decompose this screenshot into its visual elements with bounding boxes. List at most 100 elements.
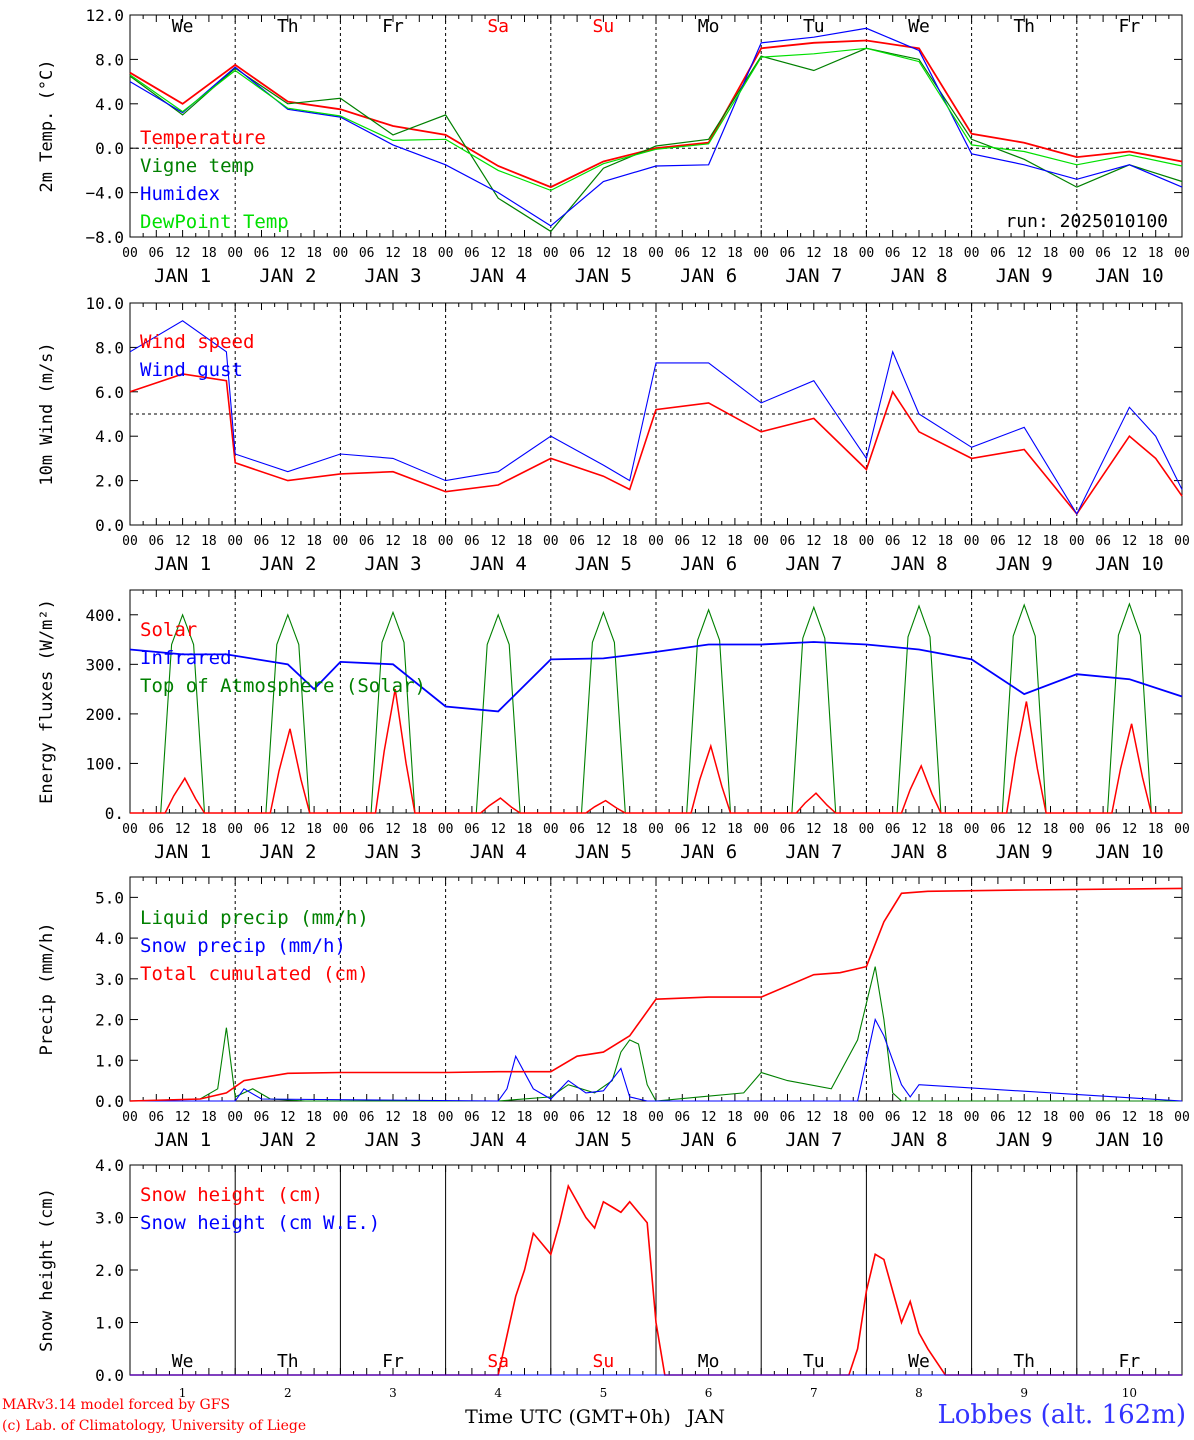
date-label: JAN 7 [785, 265, 842, 287]
date-label: JAN 9 [996, 1129, 1053, 1151]
date-label: JAN 4 [470, 1129, 527, 1151]
day-number: 8 [915, 1386, 923, 1400]
hour-tick-label: 06 [674, 534, 690, 549]
y-tick-label: 100. [85, 754, 124, 773]
date-label: JAN 5 [575, 1129, 632, 1151]
hour-tick-label: 12 [596, 822, 612, 837]
hour-tick-label: 18 [1043, 246, 1059, 261]
hour-tick-label: 18 [727, 1110, 743, 1125]
weekday-label: Su [593, 16, 615, 37]
hour-tick-label: 12 [806, 822, 822, 837]
weekday-label: Fr [1119, 16, 1141, 37]
hour-tick-label: 06 [148, 1110, 164, 1125]
hour-tick-label: 00 [227, 1110, 243, 1125]
hour-tick-label: 18 [832, 1110, 848, 1125]
hour-tick-label: 00 [1174, 822, 1190, 837]
hour-tick-label: 06 [674, 1110, 690, 1125]
hour-tick-label: 18 [727, 822, 743, 837]
hour-tick-label: 12 [280, 822, 296, 837]
hour-tick-label: 00 [122, 1110, 138, 1125]
date-label: JAN 3 [364, 841, 421, 863]
date-label: JAN 1 [154, 265, 211, 287]
toa-solar-curve [1076, 602, 1182, 814]
credit-line-2: (c) Lab. of Climatology, University of L… [2, 1418, 307, 1434]
solar-curve [761, 792, 867, 814]
solar-curve [340, 688, 446, 814]
hour-tick-label: 12 [1122, 246, 1138, 261]
legend-entry: Total cumulated (cm) [140, 963, 369, 985]
day-number: 3 [389, 1386, 397, 1400]
y-tick-label: 4.0 [95, 1156, 124, 1175]
infrared-line [129, 641, 1183, 713]
series-line-green [129, 47, 1183, 233]
day-number: 2 [284, 1386, 292, 1400]
y-axis-label: Energy fluxes (W/m²) [37, 599, 57, 804]
y-tick-label: 0. [105, 804, 124, 823]
hour-tick-label: 12 [701, 246, 717, 261]
hour-tick-label: 00 [438, 1110, 454, 1125]
date-label: JAN 8 [890, 841, 947, 863]
hour-tick-label: 00 [1069, 1110, 1085, 1125]
hour-tick-label: 12 [806, 534, 822, 549]
hour-tick-label: 18 [1043, 1110, 1059, 1125]
y-axis-label: Precip (mm/h) [37, 922, 57, 1055]
toa-solar-curve [550, 610, 656, 814]
hour-tick-label: 00 [438, 534, 454, 549]
legend-entry: Top of Atmosphere (Solar) [140, 675, 426, 697]
series-line-red [129, 39, 1183, 189]
weekday-label: Su [593, 1351, 615, 1372]
hour-tick-label: 06 [464, 822, 480, 837]
date-label: JAN 10 [1095, 841, 1164, 863]
date-label: JAN 9 [996, 553, 1053, 575]
y-tick-label: 0.0 [95, 1366, 124, 1385]
hour-tick-label: 00 [333, 534, 349, 549]
y-tick-label: 3.0 [95, 970, 124, 989]
hour-tick-label: 06 [990, 246, 1006, 261]
date-label: JAN 2 [259, 841, 316, 863]
hour-tick-label: 12 [490, 246, 506, 261]
hour-tick-label: 18 [622, 246, 638, 261]
hour-tick-label: 12 [596, 246, 612, 261]
y-tick-label: 1.0 [95, 1314, 124, 1333]
hour-tick-label: 00 [543, 1110, 559, 1125]
hour-tick-label: 18 [937, 246, 953, 261]
y-tick-label: 12.0 [85, 6, 124, 25]
legend-entry: Snow height (cm) [140, 1184, 323, 1206]
legend-entry: Liquid precip (mm/h) [140, 907, 369, 929]
y-axis-label: Snow height (cm) [37, 1188, 57, 1352]
station-label: Lobbes (alt. 162m) [937, 1400, 1186, 1430]
hour-tick-label: 00 [438, 246, 454, 261]
run-label: run: 2025010100 [1005, 211, 1168, 232]
date-label: JAN 4 [470, 265, 527, 287]
hour-tick-label: 18 [201, 822, 217, 837]
hour-tick-label: 18 [517, 1110, 533, 1125]
hour-tick-label: 18 [411, 534, 427, 549]
hour-tick-label: 18 [727, 246, 743, 261]
hour-tick-label: 18 [306, 246, 322, 261]
hour-tick-label: 06 [148, 534, 164, 549]
hour-tick-label: 00 [648, 822, 664, 837]
hour-tick-label: 00 [648, 534, 664, 549]
date-label: JAN 2 [259, 265, 316, 287]
toa-solar-curve [866, 604, 972, 814]
y-tick-label: 8.0 [95, 50, 124, 69]
hour-tick-label: 00 [333, 822, 349, 837]
hour-tick-label: 18 [937, 1110, 953, 1125]
hour-tick-label: 00 [964, 534, 980, 549]
toa-solar-curve [130, 613, 236, 814]
hour-tick-label: 06 [569, 534, 585, 549]
hour-tick-label: 06 [359, 822, 375, 837]
hour-tick-label: 18 [411, 822, 427, 837]
hour-tick-label: 06 [148, 246, 164, 261]
date-label: JAN 1 [154, 1129, 211, 1151]
weekday-label: Fr [1119, 1351, 1141, 1372]
hour-tick-label: 00 [648, 246, 664, 261]
date-label: JAN 7 [785, 553, 842, 575]
hour-tick-label: 06 [780, 822, 796, 837]
hour-tick-label: 06 [1095, 246, 1111, 261]
hour-tick-label: 06 [464, 534, 480, 549]
hour-tick-label: 18 [1148, 534, 1164, 549]
y-tick-label: 4.0 [95, 929, 124, 948]
hour-tick-label: 12 [701, 1110, 717, 1125]
toa-solar-curve [340, 610, 446, 814]
